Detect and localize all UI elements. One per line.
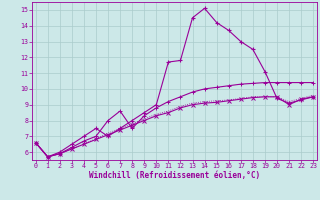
X-axis label: Windchill (Refroidissement éolien,°C): Windchill (Refroidissement éolien,°C) — [89, 171, 260, 180]
